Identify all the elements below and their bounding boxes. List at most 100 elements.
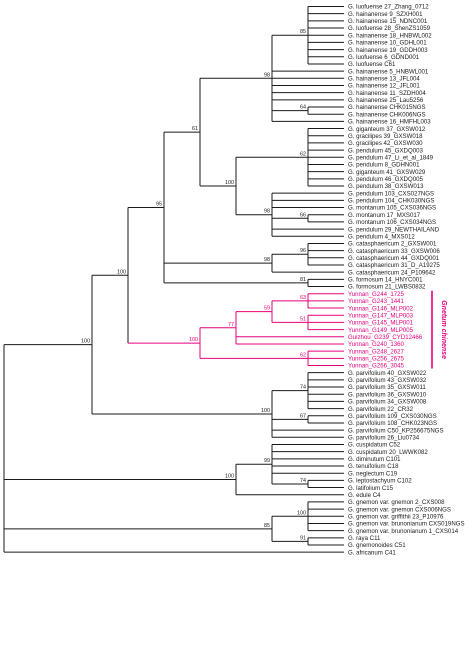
bootstrap-value: 66 [300, 212, 306, 218]
taxon-label: G. pendulum 104_CHK030NGS [348, 198, 434, 205]
taxon-label: Yunnan_G266_3045 [348, 363, 405, 370]
taxon-label: G. parvifolium 22_CR32 [348, 406, 414, 413]
taxon-label: G. luofuense C61 [348, 61, 396, 68]
taxon-label: G. edule C4 [348, 492, 381, 499]
bootstrap-value: 100 [297, 510, 306, 516]
taxon-label: Yunnan_G244_1725 [348, 291, 405, 298]
taxon-label: G. luofuense 27_Zhang_0712 [348, 4, 429, 11]
taxon-label: G. parvifolium 26_Liu0734 [348, 435, 420, 442]
taxon-label: Guizhou_G239_CYD12466 [348, 334, 423, 341]
bootstrap-value: 63 [300, 295, 306, 301]
taxon-label: G. luofuense 28_ShenZS1059 [348, 25, 431, 32]
taxon-label: G. catasphaericum 2_GXSW001 [348, 241, 437, 248]
taxon-label: G. pendulum 47_Li_et_al_1849 [348, 154, 434, 161]
taxon-label: G. africanum C41 [348, 549, 396, 556]
taxon-label: G. hainanense 11_SZDH004 [348, 90, 426, 97]
taxon-label: G. montanum 106_CXS034NGS [348, 219, 436, 226]
taxon-label: G. giganteum 37_GXSW012 [348, 126, 426, 133]
bootstrap-value: 67 [300, 413, 306, 419]
taxon-label: G. catasphaericum 33_GXSW006 [348, 248, 440, 255]
taxon-label: G. latifolium C15 [348, 485, 394, 492]
taxon-label: G. gracilipes 39_GXSW018 [348, 133, 423, 140]
taxon-label: G. hainanense 9_SZXH001 [348, 11, 423, 18]
taxon-label: Yunnan_G145_MLP001 [348, 320, 414, 327]
taxon-label: G. parvifolium 36_GXSW010 [348, 391, 427, 398]
taxon-label: G. pendulum 46_GXDQ005 [348, 176, 423, 183]
bootstrap-value: 98 [264, 209, 270, 215]
taxon-label: G. hainanense 18_HNBWL002 [348, 32, 432, 39]
bootstrap-value: 100 [225, 473, 234, 479]
taxon-label: G. cuspidatum 20_LWWK082 [348, 449, 428, 456]
clade-label: Gnetum chinense [440, 300, 447, 359]
taxon-label: G. raya C11 [348, 535, 381, 542]
taxon-label: G. gracilipes 42_GXSW030 [348, 140, 423, 147]
taxon-label: G. giganteum 41_GXSW029 [348, 169, 426, 176]
bootstrap-value: 100 [117, 269, 126, 275]
taxon-label: G. catasphaericum 31_D_A19275 [348, 262, 440, 269]
bootstrap-value: 100 [225, 180, 234, 186]
bootstrap-value: 59 [264, 306, 270, 312]
taxon-label: G. gnemonoides C51 [348, 542, 406, 549]
taxon-label: G. montanum 105_CXS036NGS [348, 205, 436, 212]
taxon-label: G. hainanense 13_JFL004 [348, 76, 420, 83]
taxon-label: Yunnan_G149_MLP005 [348, 327, 414, 334]
bootstrap-value: 98 [264, 72, 270, 78]
taxon-label: G. leptostachyum C102 [348, 478, 412, 485]
bootstrap-value: 96 [300, 248, 306, 254]
taxon-label: G. pendulum 38_GXSW013 [348, 183, 424, 190]
taxon-label: Yunnan_G243_1441 [348, 298, 405, 305]
taxon-label: G. catasphaericum 44_GXDQ001 [348, 255, 440, 262]
bootstrap-value: 64 [300, 105, 306, 111]
taxon-label: G. montanum 17_MXS017 [348, 212, 421, 219]
taxon-label: G. parvifolium 109_CXS030NGS [348, 413, 437, 420]
taxon-label: G. hainanense 25_Lau5256 [348, 97, 424, 104]
taxon-label: G. hainanense 10_GDHL001 [348, 40, 427, 47]
taxon-label: G. parvifolium 35_GXSW011 [348, 384, 426, 391]
taxon-label: G. parvifolium 108_CHK023NGS [348, 420, 437, 427]
bootstrap-value: 85 [264, 523, 270, 529]
taxon-label: Yunnan_G240_1360 [348, 341, 405, 348]
bootstrap-value: 100 [189, 337, 198, 343]
taxon-label: G. pendulum 29_NEWTHAILAND [348, 226, 440, 233]
bootstrap-value: 85 [300, 29, 306, 35]
taxon-label: G. gnemon var. brunonianum CXS019NGS [348, 521, 465, 528]
bootstrap-value: 62 [300, 352, 306, 358]
taxon-label: G. gnemon var. brunonianum 1_CXS014 [348, 528, 459, 535]
taxon-label: G. parvifolium C50_KP256675NGS [348, 427, 444, 434]
bootstrap-value: 62 [300, 151, 306, 157]
taxon-label: G. formosum 14_HNYC001 [348, 277, 423, 284]
bootstrap-value: 99 [264, 458, 270, 464]
taxon-label: G. gnemon var. griffithii 23_P10976 [348, 513, 444, 520]
bootstrap-value: 95 [156, 202, 162, 208]
taxon-label: G. pendulum 103_CXS027NGS [348, 190, 434, 197]
taxon-label: G. parvifolium 34_GXSW008 [348, 399, 427, 406]
bootstrap-value: 98 [264, 257, 270, 263]
taxon-label: G. gnemon var. gnemon CXS006NGS [348, 506, 451, 513]
taxon-label: G. hainanense CHK015NGS [348, 104, 426, 111]
taxon-label: G. hainanense 5_HNBWL001 [348, 68, 429, 75]
taxon-label: G. hainanense CHK006NGS [348, 111, 426, 118]
taxon-label: G. parvifolium 40_GXSW022 [348, 370, 427, 377]
bootstrap-value: 77 [228, 322, 234, 328]
taxon-label: G. diminutum C101 [348, 456, 401, 463]
bootstrap-value: 61 [192, 126, 198, 132]
taxon-label: G. gnemon var. gnemon 2_CXS008 [348, 499, 445, 506]
taxon-label: Yunnan_G248_2627 [348, 348, 405, 355]
taxon-label: Yunnan_G146_MLP002 [348, 305, 414, 312]
taxon-label: G. catasphaericum 24_P109642 [348, 269, 436, 276]
bootstrap-value: 74 [300, 385, 306, 391]
bootstrap-value: 91 [300, 535, 306, 541]
bootstrap-value: 100 [81, 339, 90, 345]
taxon-label: G. hainanense 19_GDDH003 [348, 47, 428, 54]
taxon-label: G. neglectum C19 [348, 470, 398, 477]
bootstrap-value: 51 [300, 316, 306, 322]
bootstrap-value: 100 [261, 408, 270, 414]
taxon-label: G. pendulum 4_MXS012 [348, 233, 415, 240]
taxon-label: Yunnan_G147_MLP003 [348, 312, 414, 319]
bootstrap-value: 81 [300, 277, 306, 283]
taxon-label: G. pendulum 8_GDHN001 [348, 162, 420, 169]
taxon-label: G. formosum 21_LWBS0832 [348, 284, 426, 291]
taxon-label: G. hainanense 12_JFL001 [348, 83, 420, 90]
taxon-label: G. pendulum 45_GXDQ003 [348, 147, 423, 154]
